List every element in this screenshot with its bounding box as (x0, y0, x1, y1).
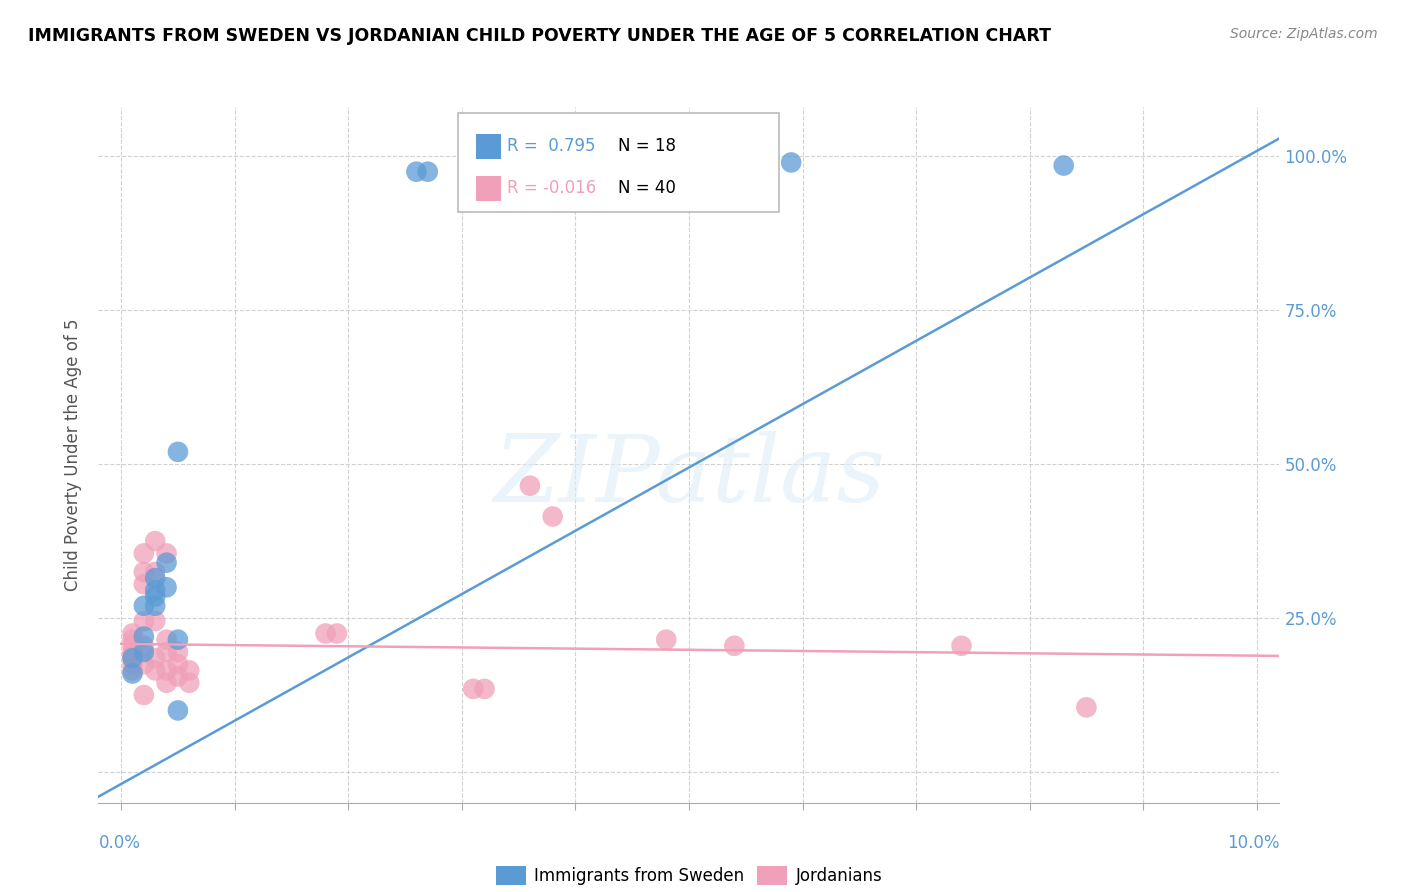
Y-axis label: Child Poverty Under the Age of 5: Child Poverty Under the Age of 5 (65, 318, 83, 591)
Point (132, 688, 155, 702)
Legend: Immigrants from Sweden, Jordanians: Immigrants from Sweden, Jordanians (489, 859, 889, 892)
Point (655, 632, 678, 647)
Text: 10.0%: 10.0% (1227, 834, 1279, 852)
Point (541, 509, 564, 524)
Point (950, 639, 973, 653)
Point (155, 664, 177, 678)
Point (143, 565, 166, 579)
Point (1053, 159, 1076, 173)
Point (155, 645, 177, 659)
Point (121, 651, 143, 665)
Text: N = 18: N = 18 (617, 137, 676, 155)
Point (121, 639, 143, 653)
Point (179, 675, 201, 690)
Point (121, 632, 143, 647)
Point (1076, 700, 1098, 714)
Point (132, 546, 155, 560)
Point (132, 645, 155, 659)
Point (723, 639, 745, 653)
Point (121, 664, 143, 678)
Point (143, 664, 166, 678)
Point (519, 479, 541, 493)
Point (121, 626, 143, 640)
Text: 0.0%: 0.0% (98, 834, 141, 852)
Point (155, 675, 177, 690)
Point (155, 556, 177, 570)
Point (121, 657, 143, 672)
Point (474, 681, 496, 696)
Point (143, 651, 166, 665)
Point (143, 571, 166, 585)
Text: ZIPatlas: ZIPatlas (494, 431, 884, 521)
Point (167, 632, 190, 647)
Text: Source: ZipAtlas.com: Source: ZipAtlas.com (1230, 27, 1378, 41)
Text: R = -0.016: R = -0.016 (506, 179, 596, 197)
Text: IMMIGRANTS FROM SWEDEN VS JORDANIAN CHILD POVERTY UNDER THE AGE OF 5 CORRELATION: IMMIGRANTS FROM SWEDEN VS JORDANIAN CHIL… (28, 27, 1052, 45)
Point (143, 614, 166, 628)
Point (179, 664, 201, 678)
Point (167, 445, 190, 459)
Point (132, 614, 155, 628)
Point (780, 155, 803, 169)
Point (405, 164, 427, 178)
Point (463, 681, 485, 696)
Point (143, 599, 166, 613)
Point (143, 534, 166, 549)
Point (121, 666, 143, 681)
Point (143, 583, 166, 598)
Point (167, 657, 190, 672)
Point (121, 651, 143, 665)
Point (132, 577, 155, 591)
Point (121, 645, 143, 659)
Point (132, 565, 155, 579)
Point (132, 630, 155, 644)
Point (143, 590, 166, 604)
Point (121, 648, 143, 662)
Point (155, 632, 177, 647)
Point (326, 626, 349, 640)
Point (416, 164, 439, 178)
Text: R =  0.795: R = 0.795 (506, 137, 595, 155)
Point (167, 669, 190, 683)
Point (167, 645, 190, 659)
Point (132, 657, 155, 672)
Point (155, 546, 177, 560)
Text: N = 40: N = 40 (617, 179, 676, 197)
Point (132, 639, 155, 653)
Point (167, 703, 190, 717)
Point (315, 626, 337, 640)
Point (132, 599, 155, 613)
Point (155, 580, 177, 594)
